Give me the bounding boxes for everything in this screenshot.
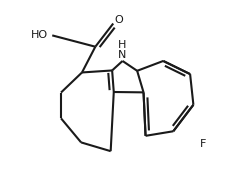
Text: O: O: [115, 15, 123, 25]
Text: N: N: [118, 50, 126, 61]
Text: HO: HO: [31, 30, 48, 40]
Text: H: H: [118, 40, 126, 50]
Text: F: F: [200, 139, 207, 149]
